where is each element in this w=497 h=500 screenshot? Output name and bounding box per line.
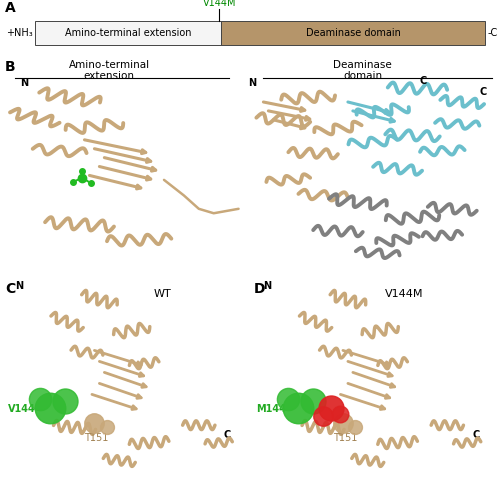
- Text: N: N: [20, 78, 28, 88]
- Text: Deaminase
domain: Deaminase domain: [333, 60, 392, 82]
- Text: +NH₃: +NH₃: [5, 28, 32, 38]
- Text: M144: M144: [256, 404, 286, 414]
- Text: C: C: [480, 88, 487, 98]
- Text: Amino-terminal
extension: Amino-terminal extension: [69, 60, 150, 82]
- Text: A: A: [5, 1, 16, 15]
- Text: V144M: V144M: [385, 289, 423, 299]
- Text: N: N: [15, 281, 23, 291]
- Text: B: B: [5, 60, 15, 74]
- Text: Amino-terminal extension: Amino-terminal extension: [65, 28, 191, 38]
- Text: N: N: [263, 281, 271, 291]
- Text: V144M: V144M: [202, 0, 236, 8]
- Bar: [35, 20, 222, 45]
- Text: N: N: [248, 78, 256, 88]
- Text: WT: WT: [154, 289, 172, 299]
- Text: C: C: [5, 282, 15, 296]
- Text: C: C: [224, 430, 231, 440]
- Text: C: C: [472, 430, 480, 440]
- Text: V144: V144: [7, 404, 35, 414]
- Text: -COO⁻: -COO⁻: [487, 28, 497, 38]
- Bar: [222, 20, 485, 45]
- Text: T151: T151: [333, 432, 357, 442]
- Text: Deaminase domain: Deaminase domain: [306, 28, 401, 38]
- Text: T151: T151: [84, 432, 109, 442]
- Text: D: D: [253, 282, 265, 296]
- Text: C: C: [420, 76, 427, 86]
